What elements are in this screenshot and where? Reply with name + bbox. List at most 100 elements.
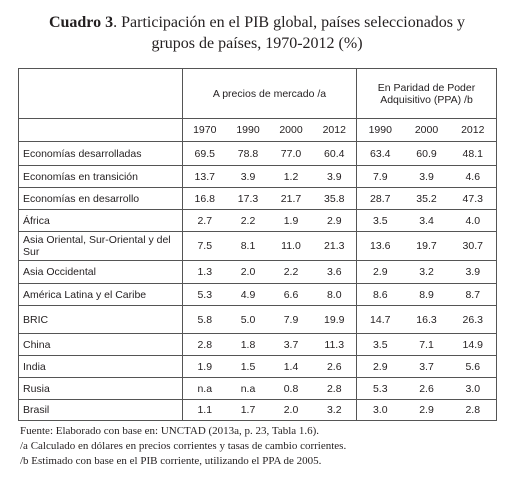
row-label: Brasil xyxy=(18,399,183,421)
cell: 14.9 xyxy=(449,333,497,356)
table-row: Asia Occidental 1.3 2.0 2.2 3.6 2.9 3.2 3.9 xyxy=(18,260,497,284)
table-row: Brasil 1.1 1.7 2.0 3.2 3.0 2.9 2.8 xyxy=(18,399,497,421)
year-header: 2000 xyxy=(403,118,450,142)
table-row: Economías en transición 13.7 3.9 1.2 3.9 7.9 3… xyxy=(18,165,497,188)
cell: 7.9 xyxy=(269,305,313,334)
year-header: 1970 xyxy=(182,118,227,142)
cell: 2.6 xyxy=(312,355,357,378)
cell: 1.3 xyxy=(182,260,227,284)
cell: 3.4 xyxy=(403,209,450,232)
cell: 3.7 xyxy=(269,333,313,356)
table-row: América Latina y el Caribe 5.3 4.9 6.6 8.0 8.… xyxy=(18,283,497,306)
note: /b Estimado con base en el PIB corriente… xyxy=(20,455,322,467)
cell: 5.3 xyxy=(182,283,227,306)
header-row: 1970 1990 2000 2012 1990 2000 2012 xyxy=(18,118,497,142)
table-row: Economías desarrolladas 69.5 78.8 77.0 60.4 6… xyxy=(18,141,497,166)
cell: 69.5 xyxy=(182,141,227,166)
cell: 5.6 xyxy=(449,355,497,378)
row-label: África xyxy=(18,209,183,232)
header-cell xyxy=(18,118,183,142)
cell: 2.2 xyxy=(269,260,313,284)
row-label: India xyxy=(18,355,183,378)
year-header: 2000 xyxy=(269,118,313,142)
row-label: Economías en transición xyxy=(18,165,183,188)
row-label: Rusia xyxy=(18,377,183,400)
cell: 3.6 xyxy=(312,260,357,284)
cell: 5.3 xyxy=(356,377,404,400)
cell: 3.5 xyxy=(356,209,404,232)
cell: 0.8 xyxy=(269,377,313,400)
cell: 8.9 xyxy=(403,283,450,306)
table-row: Rusia n.a n.a 0.8 2.8 5.3 2.6 3.0 xyxy=(18,377,497,400)
cell: 7.1 xyxy=(403,333,450,356)
cell: 16.3 xyxy=(403,305,450,334)
cell: 1.8 xyxy=(226,333,270,356)
cell: 63.4 xyxy=(356,141,404,166)
cell: 4.0 xyxy=(449,209,497,232)
row-label: Economías desarrolladas xyxy=(18,141,183,166)
cell: 7.9 xyxy=(356,165,404,188)
cell: 2.0 xyxy=(269,399,313,421)
cell: 8.1 xyxy=(226,231,270,261)
cell: 3.9 xyxy=(403,165,450,188)
cell: 2.0 xyxy=(226,260,270,284)
cell: 8.6 xyxy=(356,283,404,306)
cell: 21.7 xyxy=(269,187,313,210)
cell: 2.8 xyxy=(449,399,497,421)
cell: 3.0 xyxy=(356,399,404,421)
cell: 2.9 xyxy=(356,260,404,284)
cell: 35.8 xyxy=(312,187,357,210)
table-row: China 2.8 1.8 3.7 11.3 3.5 7.1 14.9 xyxy=(18,333,497,356)
year-header: 2012 xyxy=(312,118,357,142)
row-label: Asia Occidental xyxy=(18,260,183,284)
cell: 1.9 xyxy=(182,355,227,378)
cell: 2.9 xyxy=(356,355,404,378)
cell: 11.3 xyxy=(312,333,357,356)
cell: 2.8 xyxy=(312,377,357,400)
cell: 3.9 xyxy=(226,165,270,188)
table-row: Asia Oriental, Sur-Oriental y del Sur 7.5… xyxy=(18,231,497,261)
cell: 3.7 xyxy=(403,355,450,378)
cell: 30.7 xyxy=(449,231,497,261)
cell: 5.8 xyxy=(182,305,227,334)
header-cell xyxy=(18,68,183,119)
group-header: En Paridad de Poder Adquisitivo (PPA) /b xyxy=(356,68,497,119)
year-header: 1990 xyxy=(226,118,270,142)
table: A precios de mercado /a En Paridad de Pod… xyxy=(18,68,497,421)
cell: 1.4 xyxy=(269,355,313,378)
cell: 8.0 xyxy=(312,283,357,306)
cell: n.a xyxy=(182,377,227,400)
cell: 3.2 xyxy=(312,399,357,421)
cell: 3.0 xyxy=(449,377,497,400)
row-label: Asia Oriental, Sur-Oriental y del Sur xyxy=(18,231,183,261)
cell: 2.8 xyxy=(182,333,227,356)
cell: 2.6 xyxy=(403,377,450,400)
title-text: . Participación en el PIB global, países… xyxy=(113,14,466,31)
cell: 17.3 xyxy=(226,187,270,210)
cell: 47.3 xyxy=(449,187,497,210)
cell: 77.0 xyxy=(269,141,313,166)
cell: 35.2 xyxy=(403,187,450,210)
cell: 48.1 xyxy=(449,141,497,166)
cell: n.a xyxy=(226,377,270,400)
row-label: BRIC xyxy=(18,305,183,334)
cell: 1.1 xyxy=(182,399,227,421)
cell: 1.5 xyxy=(226,355,270,378)
cell: 26.3 xyxy=(449,305,497,334)
cell: 8.7 xyxy=(449,283,497,306)
cell: 2.7 xyxy=(182,209,227,232)
group-header: A precios de mercado /a xyxy=(182,68,357,119)
row-label: Economías en desarrollo xyxy=(18,187,183,210)
cell: 4.6 xyxy=(449,165,497,188)
cell: 7.5 xyxy=(182,231,227,261)
cell: 2.9 xyxy=(403,399,450,421)
cell: 1.9 xyxy=(269,209,313,232)
cell: 16.8 xyxy=(182,187,227,210)
note: Fuente: Elaborado con base en: UNCTAD (2… xyxy=(20,425,320,437)
cell: 13.7 xyxy=(182,165,227,188)
cell: 19.7 xyxy=(403,231,450,261)
cell: 60.9 xyxy=(403,141,450,166)
row-label: China xyxy=(18,333,183,356)
cell: 78.8 xyxy=(226,141,270,166)
